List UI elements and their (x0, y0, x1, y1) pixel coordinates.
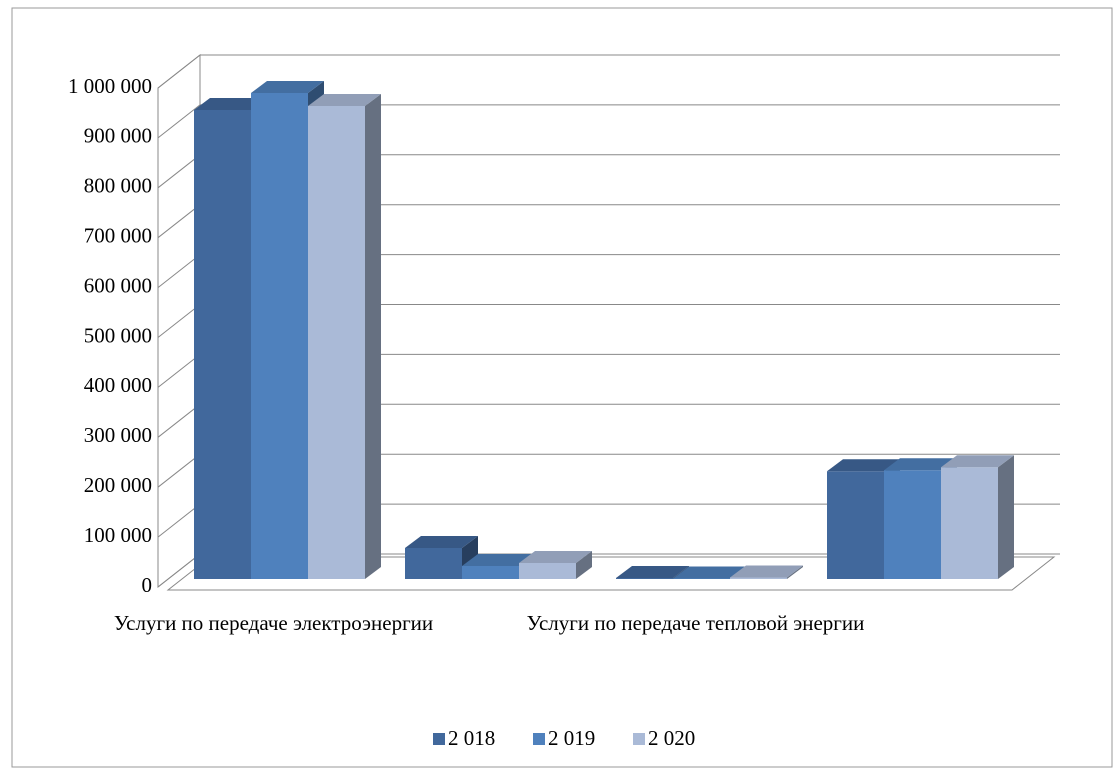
bar-front (251, 92, 308, 579)
bar-top (519, 551, 592, 564)
bar-front (616, 578, 673, 579)
bar-side (576, 551, 592, 579)
y-tick-label: 400 000 (84, 373, 152, 397)
bar (519, 551, 592, 579)
bar-top (308, 93, 381, 106)
bar-top (616, 566, 689, 579)
bar-side (998, 455, 1014, 579)
grid-line-side (157, 403, 201, 438)
bar (941, 455, 1014, 579)
grid-line-side (157, 254, 201, 288)
bar-front (462, 566, 519, 579)
y-tick-label: 800 000 (84, 174, 152, 198)
legend-swatch (633, 733, 645, 745)
chart-frame (11, 7, 1113, 768)
bar-top (462, 554, 535, 567)
bar (730, 565, 803, 579)
y-tick-label: 1 000 000 (68, 74, 152, 98)
bar-front (941, 467, 998, 579)
bar-front (730, 577, 787, 579)
bar-top (251, 80, 324, 93)
grid-line-side (157, 453, 201, 488)
y-tick-label: 900 000 (84, 124, 152, 148)
bar-top (827, 459, 900, 472)
grid-line-side (157, 304, 201, 338)
bar (462, 554, 535, 579)
y-tick-label: 200 000 (84, 473, 152, 497)
legend-label: 2 019 (548, 726, 595, 750)
bar-front (519, 563, 576, 579)
grid-line-side (157, 104, 201, 139)
bar-front (194, 109, 251, 579)
grid-line-side (157, 54, 201, 89)
y-tick-label: 500 000 (84, 323, 152, 347)
y-tick-label: 700 000 (84, 224, 152, 248)
bar-top (941, 455, 1014, 468)
x-tick-label: Услуги по передаче электроэнергии (113, 611, 434, 635)
bar-top (730, 565, 803, 578)
bar-side (365, 93, 381, 579)
y-tick-label: 300 000 (84, 423, 152, 447)
bar-front (405, 548, 462, 579)
legend-label: 2 020 (648, 726, 695, 750)
grid-line-side (157, 204, 201, 239)
grid-line-side (157, 503, 201, 538)
bar-side (787, 565, 803, 579)
bar-top (194, 97, 267, 110)
x-tick-label: Услуги по передаче тепловой энергии (526, 611, 865, 635)
bar-front (884, 470, 941, 579)
bar-front (308, 105, 365, 579)
grid-line-side (157, 354, 201, 388)
y-tick-label: 100 000 (84, 523, 152, 547)
grid-line-side (157, 553, 201, 588)
legend-label: 2 018 (448, 726, 495, 750)
bar-front (827, 471, 884, 579)
y-tick-label: 0 (142, 573, 153, 597)
legend-swatch (533, 733, 545, 745)
bar (308, 93, 381, 579)
grid-line-side (157, 154, 201, 189)
bar-top (884, 458, 957, 471)
bar-top (673, 566, 746, 579)
bar-top (405, 536, 478, 549)
y-tick-label: 600 000 (84, 273, 152, 297)
legend-swatch (433, 733, 445, 745)
